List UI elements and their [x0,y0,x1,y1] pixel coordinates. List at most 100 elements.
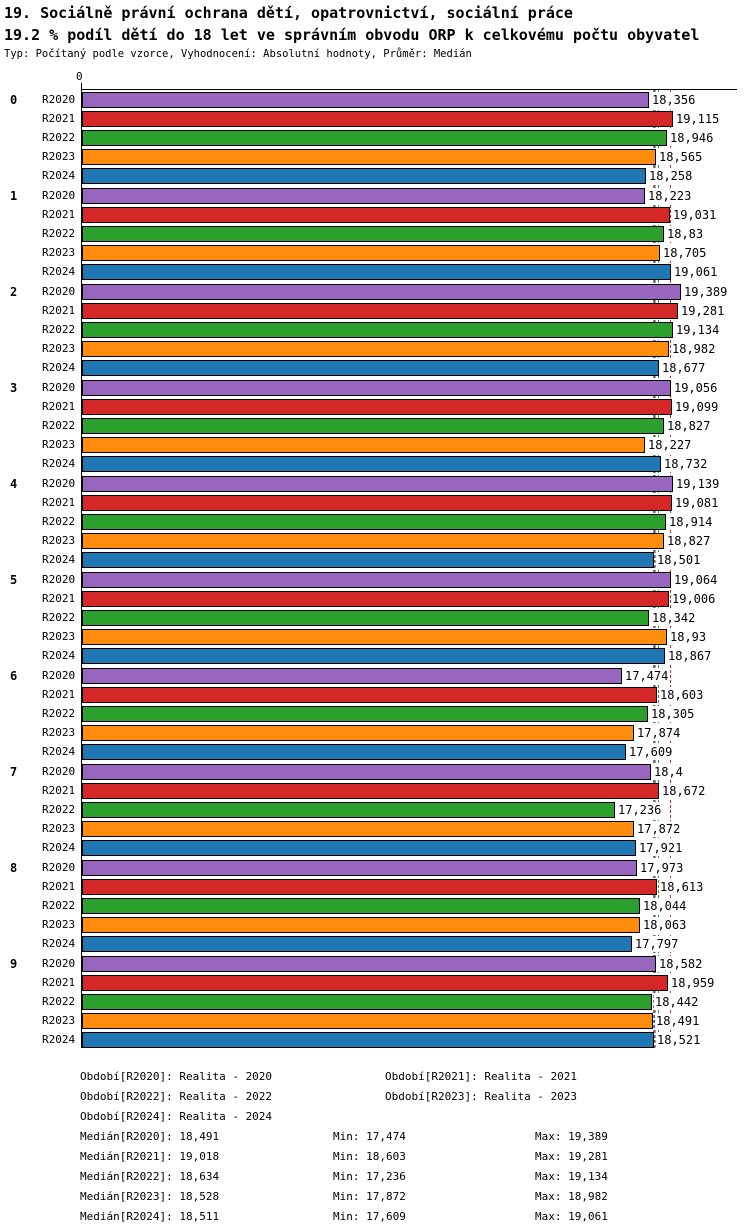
value-label: 18,565 [658,149,704,165]
bar-R2022 [82,514,666,530]
year-label-R2020: R2020 [42,669,76,682]
legend-stat-row: Medián[R2023]: 18,528 Min: 17,872 Max: 18,… [0,1187,750,1207]
x-axis-zero-label: 0 [76,70,83,83]
group-label: 7 [10,765,18,779]
legend-min-entry: Min: 17,872 [333,1190,406,1203]
chart-meta: Typ: Počítaný podle vzorce, Vyhodnocení:… [4,48,472,60]
bar-row: R2024 18,258 [0,168,750,184]
value-label: 18,227 [647,437,693,453]
bar-R2024 [82,936,632,952]
bar-R2024 [82,456,661,472]
bar-row: R2023 18,063 [0,917,750,933]
group-label: 9 [10,957,18,971]
bar-group-3: 3 R2020 19,056 R2021 19,099 R2022 18,827 R2023 1… [0,380,750,472]
bar-row: R2021 18,613 [0,879,750,895]
bar-R2022 [82,706,648,722]
legend-median-entry: Medián[R2023]: 18,528 [80,1190,220,1203]
group-label: 5 [10,573,18,587]
bar-group-2: 2 R2020 19,389 R2021 19,281 R2022 19,134 R2023 1… [0,284,750,376]
group-label: 1 [10,189,18,203]
value-label: 17,474 [624,668,670,684]
year-label-R2024: R2024 [42,361,76,374]
bar-row: 4 R2020 19,139 [0,476,750,492]
year-label-R2024: R2024 [42,553,76,566]
year-label-R2024: R2024 [42,937,76,950]
chart-subtitle: 19.2 % podíl dětí do 18 let ve správním … [4,26,700,44]
left-axis-line [81,89,82,1048]
value-label: 18,672 [661,783,707,799]
value-label: 18,4 [653,764,684,780]
bar-R2024 [82,552,654,568]
bar-R2024 [82,840,636,856]
year-label-R2023: R2023 [42,918,76,931]
value-label: 18,827 [666,533,712,549]
group-label: 0 [10,93,18,107]
year-label-R2020: R2020 [42,573,76,586]
bar-R2020 [82,92,649,108]
legend-max-entry: Max: 18,982 [535,1190,608,1203]
bar-row: 7 R2020 18,4 [0,764,750,780]
bar-row: R2024 17,797 [0,936,750,952]
group-label: 4 [10,477,18,491]
value-label: 18,959 [670,975,716,991]
bar-group-8: 8 R2020 17,973 R2021 18,613 R2022 18,044 R2023 1… [0,860,750,952]
value-label: 19,115 [675,111,721,127]
year-label-R2023: R2023 [42,342,76,355]
bar-R2022 [82,610,649,626]
value-label: 18,501 [656,552,702,568]
year-label-R2021: R2021 [42,208,76,221]
value-label: 18,914 [668,514,714,530]
bar-row: R2023 18,827 [0,533,750,549]
bar-row: 3 R2020 19,056 [0,380,750,396]
bar-row: R2023 18,93 [0,629,750,645]
year-label-R2022: R2022 [42,803,76,816]
bar-R2020 [82,764,651,780]
value-label: 17,973 [639,860,685,876]
year-label-R2022: R2022 [42,611,76,624]
bar-R2023 [82,437,645,453]
value-label: 18,063 [642,917,688,933]
bar-row: R2021 19,031 [0,207,750,223]
bar-R2022 [82,418,664,434]
legend-median-entry: Medián[R2022]: 18,634 [80,1170,220,1183]
bar-R2024 [82,1032,654,1048]
bar-row: R2023 18,565 [0,149,750,165]
bar-R2023 [82,725,634,741]
value-label: 18,342 [651,610,697,626]
bar-group-1: 1 R2020 18,223 R2021 19,031 R2022 18,83 R2023 18… [0,188,750,280]
bar-R2024 [82,168,646,184]
bar-row: R2023 17,872 [0,821,750,837]
legend-period-row: Období[R2020]: Realita - 2020 Období[R202… [0,1067,750,1087]
legend-max-entry: Max: 19,389 [535,1130,608,1143]
bar-R2020 [82,668,622,684]
bar-R2021 [82,687,657,703]
year-label-R2020: R2020 [42,957,76,970]
bar-R2021 [82,303,678,319]
legend-min-entry: Min: 17,609 [333,1210,406,1223]
year-label-R2021: R2021 [42,592,76,605]
bar-R2020 [82,476,673,492]
bar-row: 6 R2020 17,474 [0,668,750,684]
year-label-R2022: R2022 [42,227,76,240]
value-label: 17,236 [617,802,663,818]
year-label-R2020: R2020 [42,861,76,874]
legend-period-row: Období[R2022]: Realita - 2022 Období[R202… [0,1087,750,1107]
legend-period-entry: Období[R2024]: Realita - 2024 [80,1110,273,1123]
year-label-R2021: R2021 [42,976,76,989]
bar-row: R2022 17,236 [0,802,750,818]
value-label: 18,982 [671,341,717,357]
value-label: 19,389 [683,284,729,300]
bar-R2022 [82,994,652,1010]
year-label-R2023: R2023 [42,1014,76,1027]
bar-R2021 [82,111,673,127]
year-label-R2024: R2024 [42,1033,76,1046]
year-label-R2021: R2021 [42,784,76,797]
year-label-R2024: R2024 [42,457,76,470]
group-label: 8 [10,861,18,875]
value-label: 19,061 [673,264,719,280]
year-label-R2020: R2020 [42,93,76,106]
year-label-R2020: R2020 [42,381,76,394]
bar-row: 9 R2020 18,582 [0,956,750,972]
bar-R2022 [82,322,673,338]
group-label: 2 [10,285,18,299]
